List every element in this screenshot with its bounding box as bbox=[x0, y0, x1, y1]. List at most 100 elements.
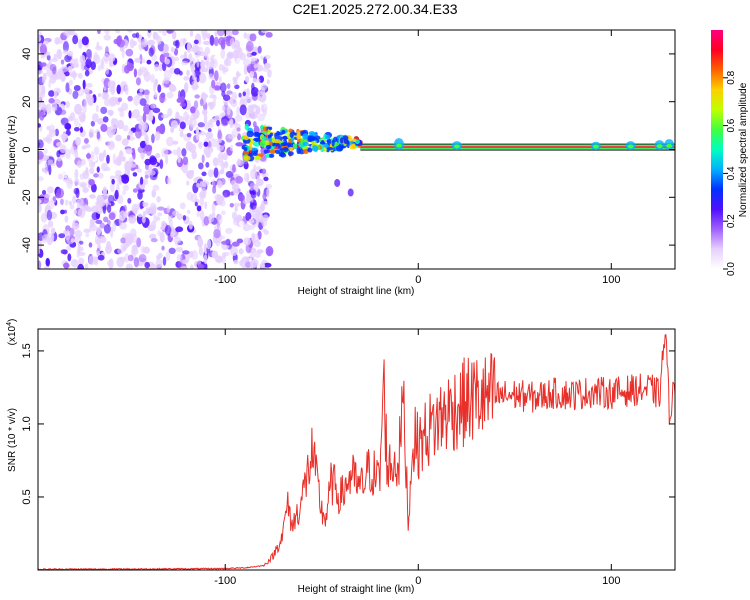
heat-cell bbox=[267, 249, 272, 256]
heat-cell bbox=[98, 152, 105, 162]
heat-cell bbox=[255, 78, 261, 84]
heat-cell bbox=[41, 189, 47, 196]
heat-cell bbox=[236, 57, 242, 64]
heat-cell bbox=[119, 109, 125, 118]
heat-cell bbox=[62, 172, 68, 179]
heat-cell bbox=[103, 34, 111, 41]
colorbar-tick-label: 0.2 bbox=[726, 214, 737, 228]
heat-cell bbox=[158, 30, 163, 34]
snr-x-label: Height of straight line (km) bbox=[298, 584, 415, 595]
heat-cell bbox=[136, 92, 144, 99]
heat-cell bbox=[167, 108, 173, 117]
heat-cell bbox=[122, 125, 129, 132]
heat-cell bbox=[211, 202, 216, 212]
heat-cell bbox=[142, 210, 146, 218]
heat-cell bbox=[48, 97, 55, 104]
heat-cell bbox=[146, 59, 152, 65]
heat-cell bbox=[139, 151, 146, 159]
y-tick-label: -40 bbox=[21, 237, 33, 253]
heat-cell bbox=[124, 166, 131, 176]
heat-cell bbox=[68, 30, 75, 36]
heat-cell bbox=[138, 121, 147, 132]
y-tick-label: 1.5 bbox=[21, 343, 33, 358]
heat-cell bbox=[122, 190, 126, 196]
heat-cell bbox=[38, 123, 42, 128]
heat-cell bbox=[242, 198, 249, 205]
heat-cell bbox=[222, 105, 226, 112]
heat-cell bbox=[103, 149, 107, 158]
heat-cell bbox=[78, 240, 84, 245]
heat-cell bbox=[173, 48, 179, 56]
heat-cell bbox=[272, 142, 280, 147]
heat-cell bbox=[137, 161, 142, 170]
heat-cell bbox=[259, 140, 267, 148]
heat-cell bbox=[58, 123, 63, 133]
heat-cell bbox=[198, 246, 204, 256]
heat-cell bbox=[199, 196, 204, 208]
heat-cell bbox=[102, 186, 108, 196]
heat-cell bbox=[110, 85, 115, 96]
colorbar-tick-label: 0.6 bbox=[726, 118, 737, 132]
heat-cell bbox=[161, 30, 168, 37]
heat-cell bbox=[86, 153, 92, 159]
heat-cell bbox=[137, 191, 143, 200]
heat-cell bbox=[77, 263, 85, 269]
heat-cell bbox=[226, 105, 231, 116]
snr-multiplier-base: (x10 bbox=[7, 325, 18, 345]
heat-cell bbox=[208, 73, 214, 80]
heat-cell bbox=[144, 261, 151, 269]
heat-cell bbox=[82, 79, 86, 90]
heat-cell bbox=[147, 224, 156, 232]
heat-cell bbox=[54, 72, 59, 81]
heat-cell bbox=[243, 146, 248, 152]
heat-cell bbox=[60, 209, 65, 215]
heat-cell bbox=[186, 209, 191, 214]
heat-cell bbox=[213, 85, 221, 91]
heat-cell bbox=[69, 145, 78, 155]
heat-cell bbox=[198, 162, 204, 170]
heat-cell bbox=[151, 189, 157, 198]
heat-cell bbox=[249, 182, 256, 192]
heat-cell bbox=[203, 141, 209, 147]
heat-cell bbox=[115, 30, 121, 34]
heat-cell bbox=[175, 226, 184, 233]
heat-cell bbox=[308, 136, 316, 142]
heat-cell bbox=[248, 218, 255, 224]
heat-blob-core bbox=[395, 143, 402, 148]
heat-cell bbox=[226, 51, 234, 60]
heat-cell bbox=[73, 209, 78, 215]
heat-cell bbox=[245, 211, 252, 222]
heat-cell bbox=[178, 260, 182, 268]
heat-cell bbox=[287, 151, 294, 156]
heat-cell bbox=[198, 131, 206, 136]
heat-cell bbox=[96, 226, 102, 235]
heat-cell bbox=[249, 111, 258, 120]
heat-cell bbox=[41, 75, 46, 84]
heat-cell bbox=[232, 163, 236, 173]
heat-cell bbox=[217, 214, 223, 225]
snr-multiplier-label: (x104) bbox=[6, 319, 18, 346]
heat-cell bbox=[242, 256, 250, 262]
heat-cell bbox=[255, 166, 262, 171]
heat-cell bbox=[255, 108, 261, 114]
heat-cell bbox=[95, 219, 103, 225]
heat-cell bbox=[114, 174, 121, 180]
heat-cell bbox=[175, 246, 184, 252]
heat-cell bbox=[202, 32, 207, 41]
heat-cell bbox=[155, 258, 163, 268]
heat-cell bbox=[296, 130, 301, 138]
heat-cell bbox=[261, 136, 268, 141]
heat-cell bbox=[101, 91, 108, 100]
heat-cell bbox=[268, 153, 275, 158]
heat-cell bbox=[156, 216, 161, 221]
heat-cell bbox=[204, 46, 211, 55]
heat-cell bbox=[280, 150, 285, 158]
heat-cell bbox=[46, 54, 51, 61]
heat-cell bbox=[339, 137, 344, 144]
heat-cell bbox=[190, 264, 194, 269]
heat-blob-core bbox=[453, 144, 460, 149]
heat-cell bbox=[121, 138, 129, 146]
heat-cell bbox=[108, 53, 116, 62]
heat-cell bbox=[127, 30, 133, 33]
heat-cell bbox=[161, 113, 169, 119]
